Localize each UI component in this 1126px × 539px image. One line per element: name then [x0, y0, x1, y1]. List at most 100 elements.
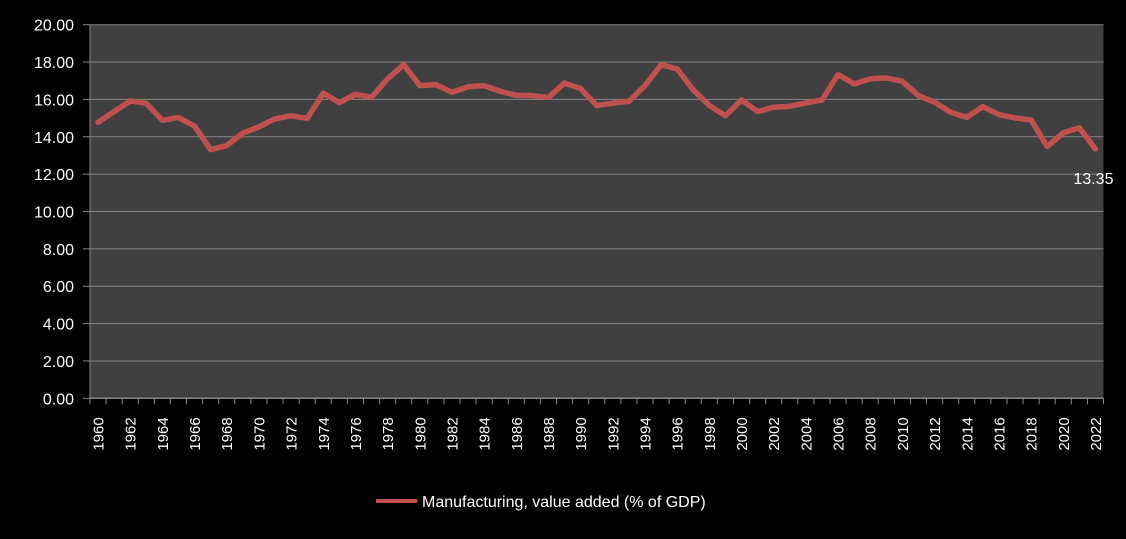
x-tick-label: 1982: [444, 417, 461, 450]
data-point-1961: [112, 109, 117, 114]
data-point-1973: [305, 116, 310, 121]
data-point-2022: [1093, 146, 1098, 151]
data-point-1965: [176, 115, 181, 120]
x-tick-label: 1974: [316, 417, 333, 450]
data-point-1975: [337, 100, 342, 105]
y-tick-label: 2.00: [43, 354, 74, 371]
y-tick-label: 16.00: [34, 92, 74, 109]
y-tick-label: 4.00: [43, 317, 74, 334]
data-point-2018: [1029, 117, 1034, 122]
data-point-2015: [980, 104, 985, 109]
data-point-2012: [932, 100, 937, 105]
x-tick-label: 2014: [959, 417, 976, 450]
data-point-1985: [498, 89, 503, 94]
data-point-1966: [192, 124, 197, 129]
x-tick-label: 2004: [798, 417, 815, 450]
data-point-2001: [755, 109, 760, 114]
data-point-2021: [1077, 125, 1082, 130]
x-tick-label: 1990: [573, 417, 590, 450]
x-tick-label: 1968: [219, 417, 236, 450]
data-point-1982: [449, 90, 454, 95]
data-point-1979: [401, 62, 406, 67]
data-point-2003: [787, 104, 792, 109]
y-tick-label: 0.00: [43, 391, 74, 408]
x-tick-label: 2022: [1088, 417, 1105, 450]
x-tick-label: 2016: [991, 417, 1008, 450]
data-point-2011: [916, 93, 921, 98]
x-tick-label: 2020: [1056, 417, 1073, 450]
data-point-2014: [964, 115, 969, 120]
x-tick-label: 1994: [638, 417, 655, 450]
data-point-2006: [836, 72, 841, 77]
y-tick-label: 6.00: [43, 279, 74, 296]
y-tick-label: 8.00: [43, 242, 74, 259]
x-tick-label: 1972: [284, 417, 301, 450]
x-tick-label: 2008: [863, 417, 880, 450]
x-tick-label: 1988: [541, 417, 558, 450]
data-point-1972: [289, 113, 294, 118]
data-point-2017: [1013, 115, 1018, 120]
data-point-1991: [594, 103, 599, 108]
data-point-1987: [530, 93, 535, 98]
data-point-2008: [868, 76, 873, 81]
x-tick-label: 1984: [477, 417, 494, 450]
data-point-1971: [273, 116, 278, 121]
data-point-2016: [996, 112, 1001, 117]
data-point-2002: [771, 105, 776, 110]
data-point-1983: [466, 84, 471, 89]
data-point-2007: [852, 81, 857, 86]
data-labels: 13.35: [1073, 171, 1113, 188]
axes: [83, 24, 1104, 405]
x-tick-label: 1970: [251, 417, 268, 450]
x-tick-label: 1966: [187, 417, 204, 450]
x-tick-label: 2010: [895, 417, 912, 450]
data-point-1997: [691, 87, 696, 92]
data-point-1980: [417, 83, 422, 88]
data-point-2019: [1045, 144, 1050, 149]
data-point-1988: [546, 95, 551, 100]
data-point-1996: [675, 66, 680, 71]
data-point-1998: [707, 103, 712, 108]
x-tick-label: 1992: [605, 417, 622, 450]
legend[interactable]: Manufacturing, value added (% of GDP): [376, 494, 706, 511]
data-point-1992: [610, 101, 615, 106]
x-tick-label: 1986: [509, 417, 526, 450]
gridlines: [90, 24, 1104, 362]
x-tick-label: 2000: [734, 417, 751, 450]
data-point-1960: [96, 120, 101, 125]
data-point-1978: [385, 76, 390, 81]
x-tick-label: 2002: [766, 417, 783, 450]
x-tick-label: 1976: [348, 417, 365, 450]
data-point-1976: [353, 92, 358, 97]
data-point-1963: [144, 101, 149, 106]
x-tick-label: 1964: [155, 417, 172, 450]
x-tick-label: 2006: [831, 417, 848, 450]
data-point-1962: [128, 98, 133, 103]
data-label-last-point: 13.35: [1073, 171, 1113, 188]
data-point-2000: [739, 97, 744, 102]
y-tick-label: 18.00: [34, 55, 74, 72]
data-point-1981: [433, 82, 438, 87]
y-tick-label: 14.00: [34, 130, 74, 147]
y-axis-tick-labels: 0.00 2.00 4.00 6.00 8.00 10.00 12.00 14.00 16.00…: [34, 18, 74, 409]
data-point-1977: [369, 95, 374, 100]
data-point-1994: [643, 83, 648, 88]
x-tick-label: 1978: [380, 417, 397, 450]
x-tick-label: 1998: [702, 417, 719, 450]
y-tick-label: 20.00: [34, 18, 74, 35]
data-point-2009: [884, 75, 889, 80]
x-tick-label: 1962: [123, 417, 140, 450]
x-tick-label: 1980: [412, 417, 429, 450]
x-tick-label: 1996: [670, 417, 687, 450]
data-point-1989: [562, 80, 567, 85]
data-point-1990: [578, 86, 583, 91]
series: [95, 61, 1099, 153]
data-point-1964: [160, 118, 165, 123]
data-point-2020: [1061, 130, 1066, 135]
x-axis-tick-labels: 1960 1962 1964 1966 1968 1970 1972 1974 1976 1978…: [91, 417, 1105, 450]
data-point-1974: [321, 91, 326, 96]
data-point-1969: [240, 131, 245, 136]
x-tick-label: 2018: [1024, 417, 1041, 450]
